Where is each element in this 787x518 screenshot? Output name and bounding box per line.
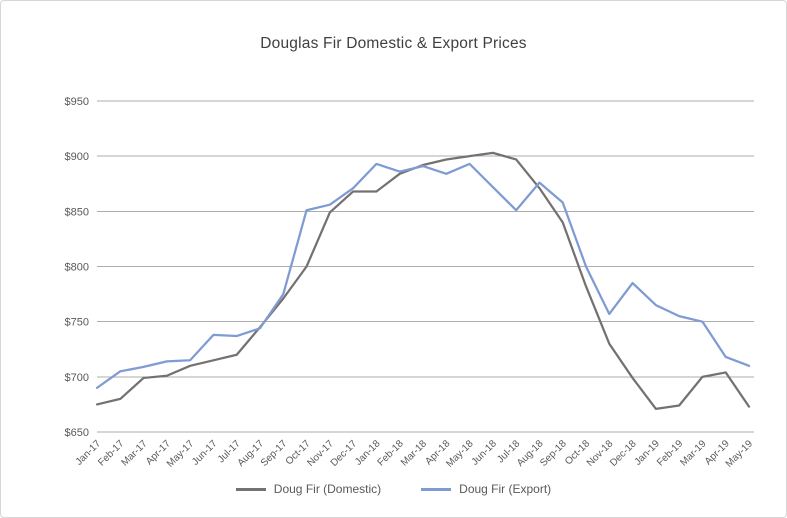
export-line-swatch bbox=[421, 487, 452, 491]
y-tick-label: $650 bbox=[65, 427, 89, 439]
legend-label-domestic: Doug Fir (Domestic) bbox=[273, 482, 382, 496]
domestic-line-swatch bbox=[235, 487, 266, 491]
legend-item-domestic: Doug Fir (Domestic) bbox=[235, 482, 382, 496]
y-tick-label: $700 bbox=[65, 372, 89, 384]
x-tick-label: Mar-17 bbox=[120, 438, 150, 468]
legend-label-export: Doug Fir (Export) bbox=[459, 482, 552, 496]
x-tick-label: Mar-18 bbox=[399, 438, 429, 468]
y-tick-label: $850 bbox=[65, 206, 89, 218]
x-tick-label: Jun-18 bbox=[470, 438, 500, 468]
y-tick-label: $800 bbox=[65, 262, 89, 274]
chart-legend: Doug Fir (Domestic) Doug Fir (Export) bbox=[1, 482, 786, 496]
export-line bbox=[95, 162, 751, 389]
legend-item-export: Doug Fir (Export) bbox=[421, 482, 551, 496]
chart-title: Douglas Fir Domestic & Export Prices bbox=[260, 35, 527, 52]
x-tick-label: Jun-17 bbox=[190, 438, 220, 468]
x-tick-label: Mar-19 bbox=[678, 438, 708, 468]
x-tick-label: Sep-18 bbox=[538, 438, 569, 469]
y-tick-label: $900 bbox=[65, 151, 89, 163]
x-tick-label: Dec-18 bbox=[608, 438, 639, 469]
y-tick-label: $750 bbox=[65, 317, 89, 329]
y-tick-label: $950 bbox=[65, 96, 89, 108]
domestic-line bbox=[95, 151, 751, 410]
x-tick-label: Dec-17 bbox=[329, 438, 360, 469]
x-tick-label: Sep-17 bbox=[259, 438, 290, 469]
